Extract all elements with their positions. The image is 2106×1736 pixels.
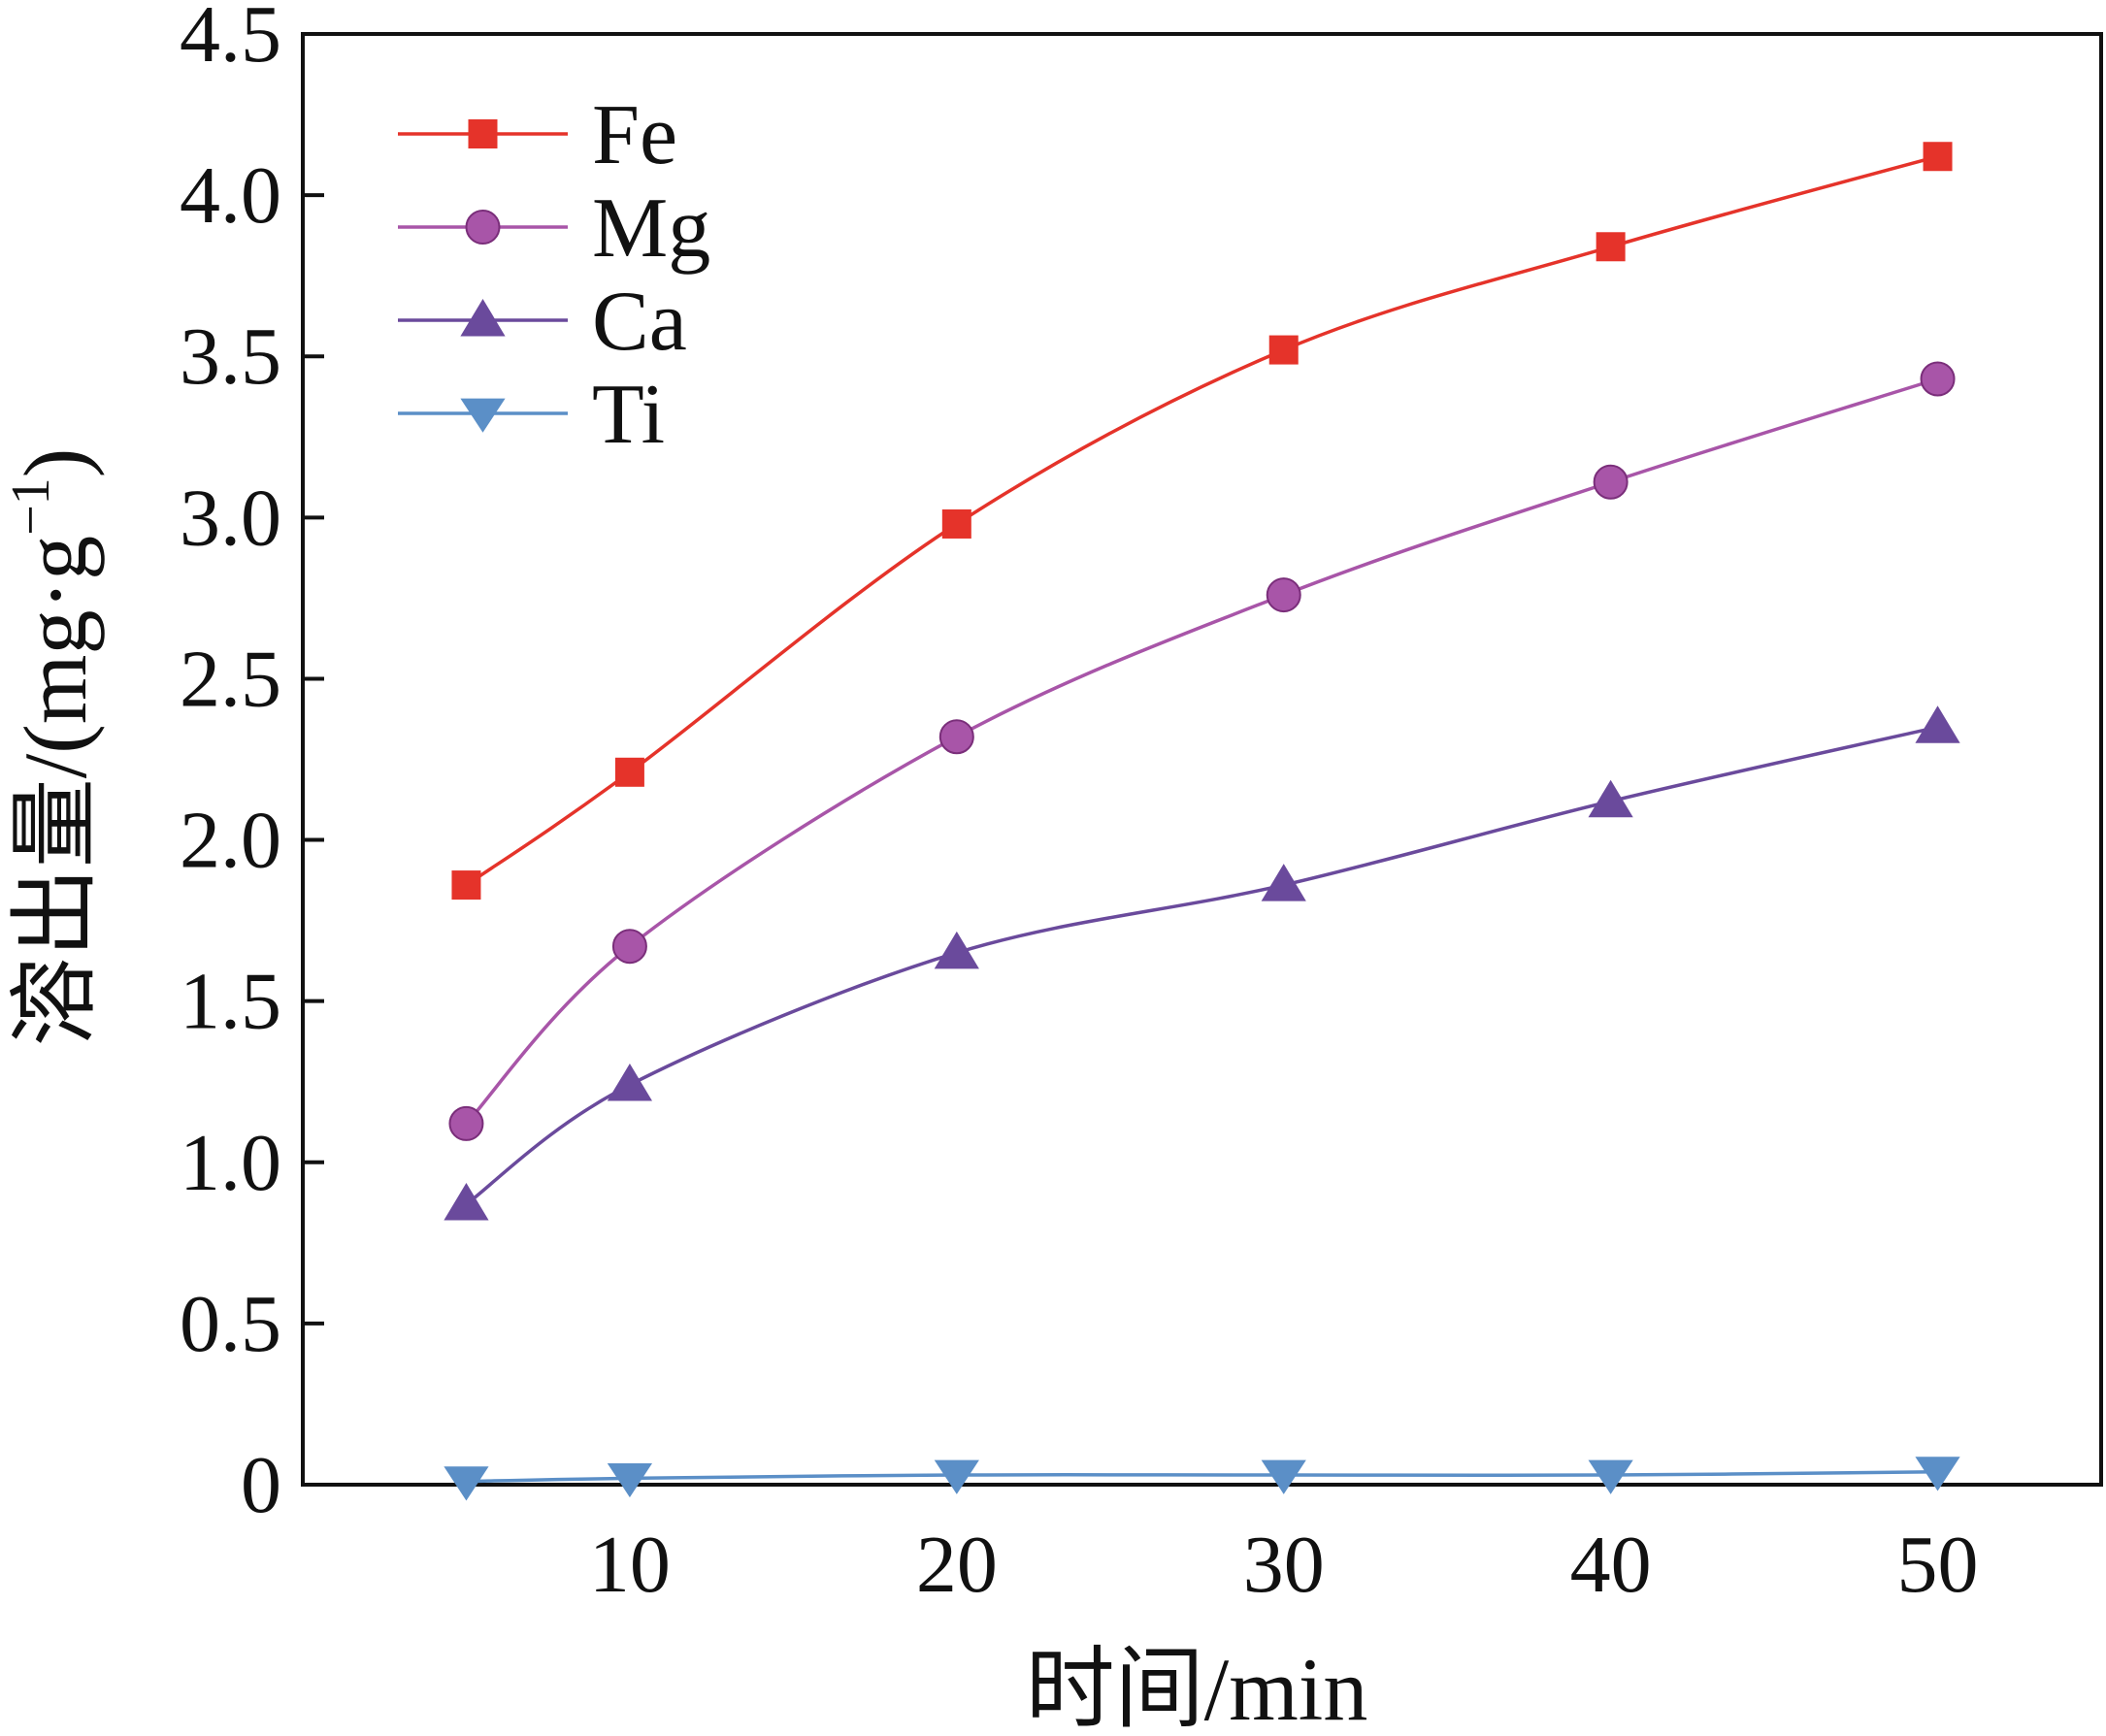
x-tick-label: 30 bbox=[1243, 1520, 1325, 1610]
data-point-fe bbox=[614, 757, 644, 787]
y-tick-label: 2.0 bbox=[180, 796, 281, 886]
data-point-ca bbox=[1915, 705, 1960, 743]
y-tick-label: 2.5 bbox=[180, 634, 281, 724]
series-line-mg bbox=[465, 377, 1939, 1126]
series-layer bbox=[444, 142, 1960, 1501]
y-tick-label: 3.5 bbox=[180, 311, 281, 402]
legend-marker-fe bbox=[468, 119, 498, 148]
legend-marker-ti bbox=[460, 398, 506, 433]
y-axis-title-main: 溶出量/(mg·g bbox=[6, 536, 105, 1046]
legend-label-ti: Ti bbox=[592, 368, 665, 462]
data-point-mg bbox=[1920, 361, 1956, 397]
x-axis-title: 时间/min bbox=[1026, 1640, 1368, 1731]
y-tick-label: 0 bbox=[241, 1440, 281, 1530]
x-tick-label: 20 bbox=[916, 1520, 998, 1610]
y-tick-label: 4.0 bbox=[180, 150, 281, 241]
legend-marker-ca bbox=[460, 299, 506, 337]
data-point-ca bbox=[1261, 864, 1306, 901]
y-axis-title-superscript: −1 bbox=[1, 477, 61, 536]
data-point-ca bbox=[444, 1182, 489, 1221]
legend-item-fe: Fe bbox=[398, 88, 677, 182]
data-point-mg bbox=[1266, 577, 1301, 613]
data-point-ca bbox=[1588, 779, 1633, 818]
y-tick-label: 1.5 bbox=[180, 957, 281, 1047]
data-point-fe bbox=[941, 508, 971, 539]
data-point-ti bbox=[1915, 1457, 1960, 1491]
data-point-mg bbox=[611, 929, 647, 965]
data-point-ca bbox=[934, 931, 979, 969]
series-line-ca bbox=[465, 725, 1938, 1206]
data-point-fe bbox=[451, 870, 481, 901]
x-tick-label: 40 bbox=[1570, 1520, 1652, 1610]
data-point-ti bbox=[607, 1462, 653, 1498]
data-point-fe bbox=[1268, 335, 1299, 365]
data-point-ti bbox=[1261, 1459, 1306, 1494]
x-tick-label: 50 bbox=[1897, 1520, 1979, 1610]
data-point-ti bbox=[1588, 1459, 1633, 1494]
axes-layer: 0 0.5 1.0 1.5 2.0 2.5 3.0 3.5 4.0 4.5 10 20 30 40 50 bbox=[180, 0, 2103, 1610]
data-point-fe bbox=[1596, 232, 1626, 262]
legend-item-ca: Ca bbox=[398, 275, 687, 369]
data-point-ti bbox=[934, 1459, 979, 1494]
y-axis-title: 溶出量/(mg·g−1) bbox=[1, 448, 105, 1047]
data-point-ca bbox=[607, 1064, 653, 1101]
y-tick-label: 1.0 bbox=[180, 1118, 281, 1208]
data-point-ti bbox=[444, 1466, 489, 1501]
legend-label-mg: Mg bbox=[592, 181, 710, 276]
series-ti bbox=[444, 1457, 1960, 1501]
data-point-mg bbox=[938, 719, 974, 755]
x-tick-label: 10 bbox=[589, 1520, 671, 1610]
series-mg bbox=[448, 361, 1956, 1141]
series-ca bbox=[444, 705, 1960, 1221]
legend-item-ti: Ti bbox=[398, 368, 665, 462]
legend-label-fe: Fe bbox=[592, 88, 677, 182]
y-tick-label: 0.5 bbox=[180, 1279, 281, 1369]
legend-marker-mg bbox=[465, 210, 501, 245]
legend-label-ca: Ca bbox=[592, 275, 687, 369]
data-point-mg bbox=[448, 1105, 484, 1141]
data-point-mg bbox=[1593, 464, 1629, 500]
series-fe bbox=[451, 142, 1953, 901]
plot-frame bbox=[301, 32, 2103, 1487]
y-axis-title-close: ) bbox=[6, 448, 105, 478]
y-tick-label: 3.0 bbox=[180, 473, 281, 563]
series-line-ti bbox=[466, 1469, 1938, 1484]
legend-item-mg: Mg bbox=[398, 181, 710, 276]
data-point-fe bbox=[1923, 142, 1953, 172]
y-tick-label: 4.5 bbox=[180, 0, 281, 80]
